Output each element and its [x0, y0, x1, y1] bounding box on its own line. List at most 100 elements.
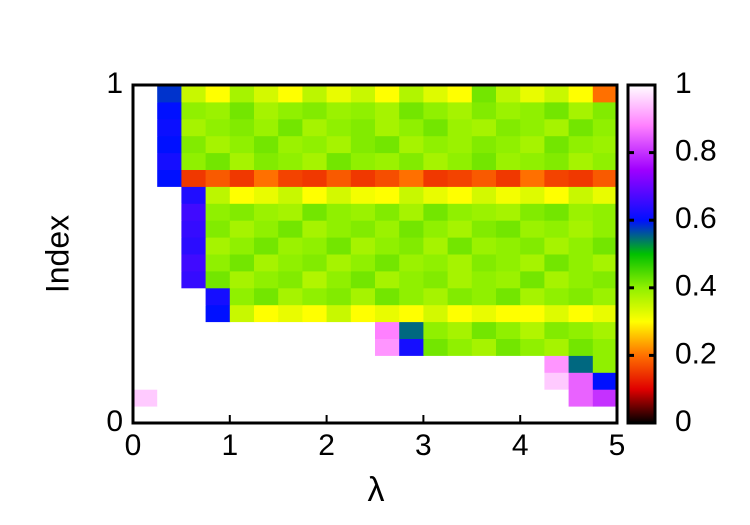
heatmap-cell — [544, 254, 570, 272]
heatmap-cell — [350, 321, 376, 339]
heatmap-cell — [302, 152, 328, 170]
heatmap-cell — [205, 152, 231, 170]
heatmap-cell — [423, 135, 449, 154]
heatmap-cell — [471, 135, 497, 154]
heatmap-cell — [205, 135, 231, 154]
heatmap-cell — [568, 270, 594, 289]
heatmap-cell — [229, 254, 255, 272]
heatmap-cell — [205, 372, 231, 390]
heatmap-cell — [133, 254, 158, 272]
heatmap-cell — [157, 304, 182, 323]
heatmap-cell — [205, 304, 231, 323]
heatmap-cell — [229, 355, 255, 373]
heatmap-cell — [496, 220, 521, 238]
heatmap-cell — [496, 101, 521, 120]
x-tick-label: 3 — [415, 429, 432, 462]
heatmap-cell — [278, 203, 303, 221]
heatmap-cell — [254, 254, 279, 272]
heatmap-cell — [471, 101, 497, 120]
heatmap-cell — [229, 135, 255, 154]
heatmap-cell — [399, 220, 424, 238]
heatmap-cell — [423, 406, 449, 424]
heatmap-cell — [302, 406, 328, 424]
heatmap-cell — [447, 237, 473, 255]
heatmap-cell — [302, 135, 328, 154]
x-tick-label: 1 — [221, 429, 238, 462]
heatmap-cell — [375, 372, 400, 390]
heatmap-cell — [496, 203, 521, 221]
x-tick-label: 4 — [512, 429, 529, 462]
heatmap-cell — [181, 135, 207, 154]
heatmap-cell — [350, 355, 376, 373]
heatmap-cell — [592, 287, 618, 306]
y-tick-label: 1 — [106, 67, 123, 100]
heatmap-cell — [471, 287, 497, 306]
plot-frame — [131, 83, 619, 425]
heatmap-cell — [592, 254, 618, 272]
heatmap-cell — [520, 270, 545, 289]
heatmap-cell — [592, 135, 618, 154]
heatmap-cell — [520, 152, 545, 170]
heatmap-cell — [423, 169, 449, 187]
heatmap-cell — [568, 389, 594, 407]
heatmap-cell — [375, 169, 400, 187]
heatmap-cell — [496, 270, 521, 289]
heatmap-cell — [254, 321, 279, 339]
heatmap-cell — [520, 118, 545, 137]
heatmap-cell — [326, 135, 352, 154]
heatmap-cell — [205, 101, 231, 120]
heatmap-cell — [254, 135, 279, 154]
heatmap-cell — [568, 254, 594, 272]
heatmap-cell — [181, 338, 207, 356]
heatmap-cell — [254, 85, 279, 103]
heatmap-cell — [229, 304, 255, 323]
heatmap-cell — [568, 321, 594, 339]
heatmap-cell — [592, 152, 618, 170]
heatmap-cell — [326, 152, 352, 170]
heatmap-cell — [520, 237, 545, 255]
heatmap-cell — [229, 372, 255, 390]
heatmap-cell — [496, 186, 521, 204]
heatmap-cell — [496, 118, 521, 137]
heatmap-cell — [496, 321, 521, 339]
heatmap-cell — [229, 152, 255, 170]
heatmap-cell — [157, 355, 182, 373]
heatmap-cell — [254, 101, 279, 120]
heatmap-cell — [399, 186, 424, 204]
colorbar-tick-label: 1 — [675, 67, 692, 100]
heatmap-cell — [592, 389, 618, 407]
heatmap-cell — [205, 186, 231, 204]
heatmap-cell — [254, 220, 279, 238]
heatmap-cell — [375, 237, 400, 255]
x-axis-label: λ — [368, 471, 385, 509]
heatmap-cell — [423, 372, 449, 390]
heatmap-cell — [399, 287, 424, 306]
heatmap-cell — [471, 372, 497, 390]
heatmap-cell — [350, 186, 376, 204]
y-axis-label: Index — [39, 215, 75, 293]
heatmap-cell — [278, 338, 303, 356]
y-tick-label: 0 — [106, 405, 123, 438]
heatmap-cell — [205, 389, 231, 407]
heatmap-cell — [205, 254, 231, 272]
heatmap-cell — [350, 304, 376, 323]
heatmap-cell — [278, 389, 303, 407]
heatmap-cell — [254, 237, 279, 255]
heatmap-cell — [423, 270, 449, 289]
heatmap-cell — [447, 220, 473, 238]
heatmap-cell — [278, 355, 303, 373]
heatmap-cell — [447, 203, 473, 221]
heatmap-cell — [375, 85, 400, 103]
heatmap-cell — [181, 169, 207, 187]
heatmap-cell — [568, 135, 594, 154]
heatmap-cell — [278, 135, 303, 154]
heatmap-cell — [423, 237, 449, 255]
heatmap-cell — [350, 118, 376, 137]
heatmap-cell — [568, 169, 594, 187]
heatmap-cell — [447, 152, 473, 170]
heatmap-cell — [254, 169, 279, 187]
heatmap-cell — [254, 338, 279, 356]
heatmap-cell — [399, 152, 424, 170]
heatmap-cell — [181, 85, 207, 103]
heatmap-cell — [423, 85, 449, 103]
